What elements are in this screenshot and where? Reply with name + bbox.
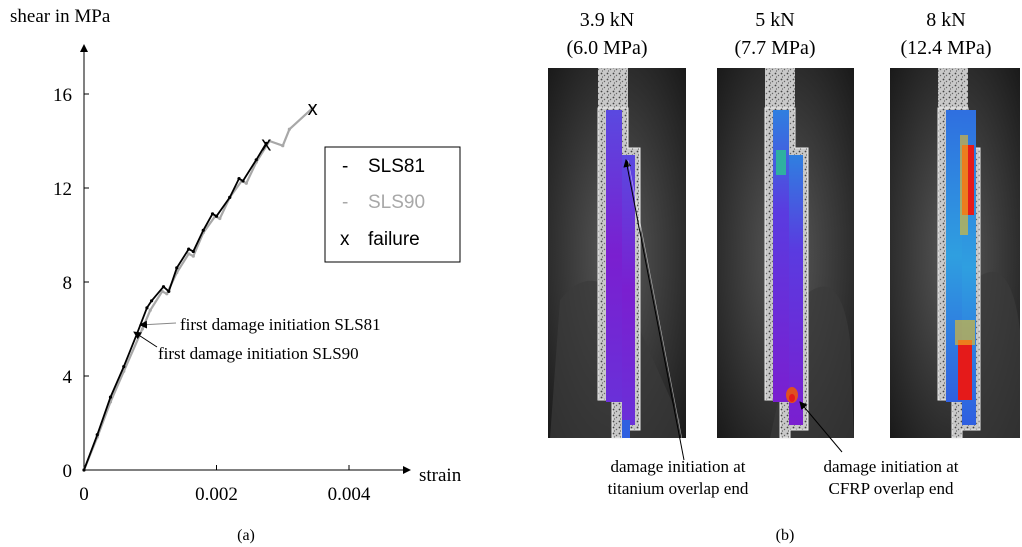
arrow-titanium (623, 159, 685, 461)
data-point-sls81 (241, 179, 245, 183)
data-point-sls81 (108, 395, 113, 399)
data-point-sls81 (122, 365, 126, 369)
y-tick-label: 12 (53, 179, 72, 200)
legend-label-sls90: SLS90 (368, 192, 425, 213)
series-line-sls90 (82, 107, 314, 471)
y-tick-label: 0 (63, 461, 73, 482)
annotation-sls90: first damage initiation SLS90 (158, 344, 359, 363)
y-tick-label: 8 (63, 273, 73, 294)
data-point-sls81 (161, 285, 166, 289)
series-line-sls81 (83, 142, 267, 471)
data-point-sls81 (175, 266, 179, 270)
data-point-sls81 (191, 249, 195, 254)
data-point-sls90 (310, 106, 315, 110)
legend-symbol-sls81: - (342, 156, 348, 177)
data-point-sls90 (287, 127, 291, 131)
image-1-stress: (6.0 MPa) (566, 37, 647, 59)
caption-b: (b) (776, 527, 795, 544)
legend-box (324, 146, 461, 263)
data-point-sls90 (218, 216, 222, 221)
failure-marker: x (261, 133, 271, 155)
data-point-sls90 (187, 252, 191, 256)
x-tick-label: 0 (79, 484, 89, 505)
dic-image-1 (548, 68, 686, 439)
image-2-load: 5 kN (755, 9, 794, 31)
dic-image-3 (890, 68, 1020, 439)
annotation-sls81: first damage initiation SLS81 (180, 315, 381, 334)
data-point-sls81 (264, 141, 268, 145)
data-point-sls81 (167, 289, 171, 293)
dic-image-2 (717, 68, 854, 439)
legend-label-sls81: SLS81 (368, 156, 425, 177)
data-point-sls90 (165, 292, 169, 296)
data-point-sls90 (191, 254, 195, 258)
panel-b: 3.9 kN (6.0 MPa) 5 kN (7.7 MPa) 8 kN (12… (548, 9, 1020, 544)
arrow-damage-sls90 (133, 331, 158, 348)
data-point-sls90 (267, 139, 272, 143)
data-point-sls90 (281, 144, 285, 148)
image-1-load: 3.9 kN (580, 9, 634, 31)
y-axis-label: shear in MPa (10, 6, 111, 27)
legend-symbol-failure: x (340, 229, 350, 250)
image-3-stress: (12.4 MPa) (900, 37, 991, 59)
data-point-sls81 (237, 177, 241, 181)
data-point-sls81 (214, 214, 219, 218)
legend-label-failure: failure (368, 229, 420, 250)
y-tick-label: 16 (53, 85, 72, 106)
data-point-sls81 (201, 228, 205, 232)
data-point-sls81 (145, 306, 149, 310)
caption-a: (a) (237, 527, 255, 544)
data-point-sls90 (244, 181, 248, 185)
annotation-cfrp-line1: damage initiation at (823, 457, 958, 476)
x-ticks: 0 0.002 0.004 (79, 465, 371, 505)
arrow-cfrp (799, 401, 843, 453)
data-point-sls81 (210, 212, 215, 216)
data-point-sls81 (187, 247, 191, 251)
data-point-sls81 (254, 158, 258, 162)
annotation-titanium-line2: titanium overlap end (608, 479, 749, 498)
series-layer (82, 106, 315, 472)
x-axis-label: strain (419, 465, 462, 486)
legend: - SLS81 - SLS90 x failure (324, 146, 461, 263)
data-point-sls81 (149, 299, 154, 303)
data-point-sls81 (228, 195, 232, 199)
y-ticks: 0 4 8 12 16 (53, 85, 89, 482)
failure-markers: xx (261, 98, 317, 155)
y-tick-label: 4 (63, 367, 73, 388)
annotation-cfrp-line2: CFRP overlap end (829, 479, 954, 498)
data-point-sls90 (148, 308, 152, 312)
data-point-sls81 (82, 468, 86, 472)
annotation-titanium-line1: damage initiation at (610, 457, 745, 476)
data-point-sls81 (95, 433, 99, 437)
arrow-damage-sls81 (139, 320, 177, 329)
x-tick-label: 0.002 (195, 484, 238, 505)
failure-marker: x (308, 98, 318, 120)
legend-symbol-sls90: - (342, 192, 348, 213)
x-tick-label: 0.004 (328, 484, 371, 505)
image-2-stress: (7.7 MPa) (734, 37, 815, 59)
image-3-load: 8 kN (926, 9, 965, 31)
data-point-sls90 (140, 327, 144, 331)
